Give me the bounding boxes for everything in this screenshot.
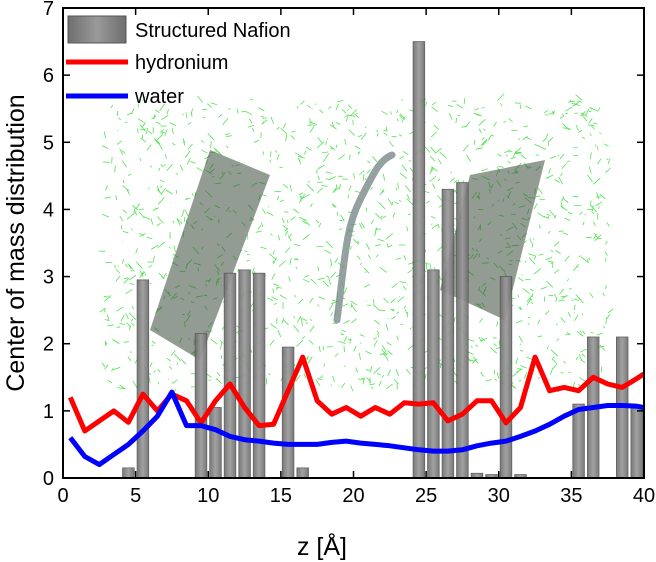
legend-label-water: water — [134, 86, 184, 108]
y-tick-label: 2 — [43, 334, 54, 356]
bar-nafion — [427, 269, 440, 478]
bar-nafion — [122, 467, 135, 478]
x-tick-label: 35 — [560, 485, 582, 507]
x-tick-label: 40 — [633, 485, 655, 507]
y-tick-label: 1 — [43, 401, 54, 423]
x-tick-label: 20 — [342, 485, 364, 507]
x-tick-label: 5 — [130, 485, 141, 507]
bar-nafion — [238, 269, 251, 478]
y-tick-label: 6 — [43, 65, 54, 87]
x-tick-label: 25 — [415, 485, 437, 507]
bar-nafion — [223, 272, 237, 478]
polymer-cluster-right — [440, 160, 545, 320]
y-axis-title: Center of mass distribution — [2, 94, 30, 391]
polymer-cluster-left — [150, 150, 270, 360]
y-tick-label: 0 — [43, 468, 54, 490]
bar-nafion — [456, 182, 469, 478]
y-tick-label: 7 — [43, 0, 54, 20]
y-tick-label: 5 — [43, 132, 54, 154]
bar-nafion — [281, 346, 295, 478]
molecular-snapshot-overlay — [98, 93, 614, 393]
x-axis-title: z [Å] — [297, 531, 347, 561]
bar-nafion — [209, 407, 222, 478]
legend: Structured Nafion hydronium water — [66, 15, 291, 108]
bar-nafion — [499, 276, 513, 478]
x-tick-label: 15 — [270, 485, 292, 507]
bar-nafion — [296, 467, 309, 478]
bar-nafion — [514, 474, 527, 478]
plot-frame — [62, 7, 645, 479]
axis-ticks — [62, 7, 645, 479]
bar-nafion — [194, 333, 208, 478]
bar-nafion — [136, 279, 150, 478]
bar-nafion — [252, 272, 266, 478]
bar-nafion — [630, 407, 643, 478]
legend-label-nafion: Structured Nafion — [135, 20, 291, 42]
x-tick-label: 0 — [57, 485, 68, 507]
polymer-chain-middle — [333, 151, 396, 324]
x-tick-label: 30 — [488, 485, 510, 507]
water-molecules-cloud — [98, 93, 614, 393]
y-tick-label: 4 — [43, 199, 54, 221]
bar-nafion — [572, 403, 585, 478]
bar-nafion — [412, 41, 426, 478]
bar-nafion — [441, 188, 455, 478]
axis-tick-labels: 0 5 10 15 20 25 30 35 40 0 1 2 3 4 5 6 7 — [43, 0, 655, 507]
x-tick-label: 10 — [197, 485, 219, 507]
series-lines — [68, 354, 644, 468]
line-water — [68, 389, 644, 468]
bar-nafion — [485, 474, 498, 478]
legend-swatch-nafion — [67, 15, 127, 44]
legend-label-hydronium: hydronium — [135, 52, 228, 74]
y-tick-label: 3 — [43, 267, 54, 289]
